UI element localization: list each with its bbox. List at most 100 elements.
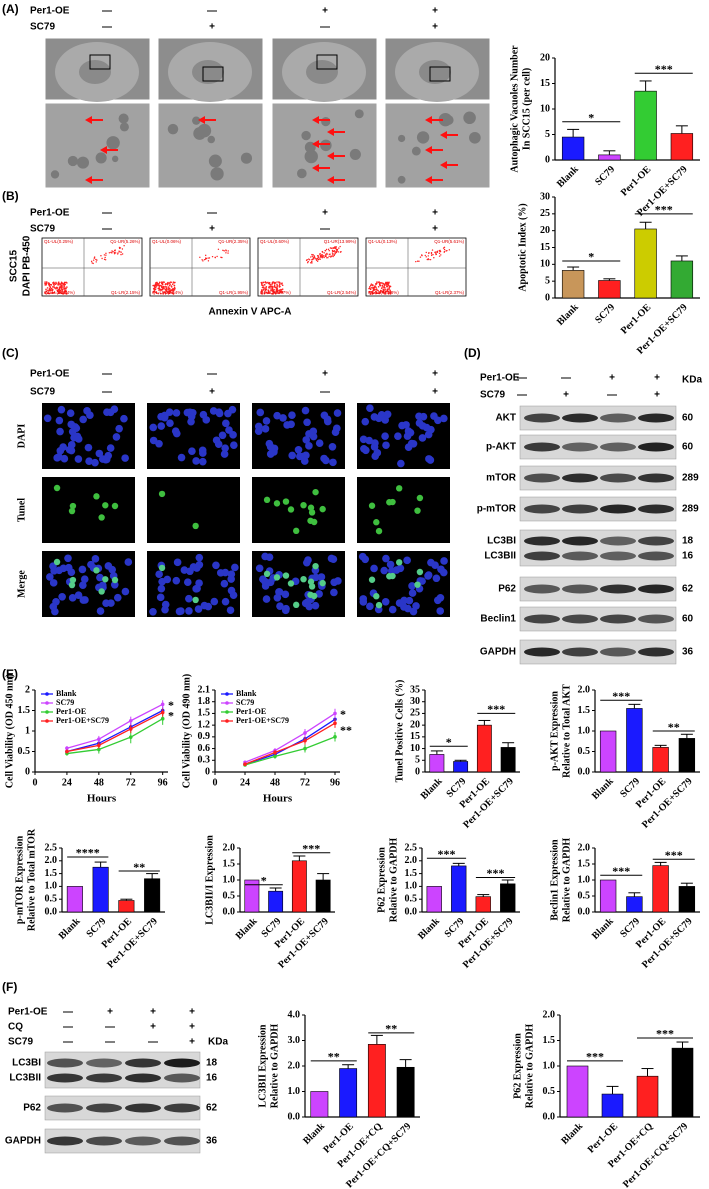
x-tick-label: Blank bbox=[590, 916, 616, 942]
nucleus-tunel bbox=[282, 572, 290, 579]
event-dot bbox=[321, 253, 323, 256]
y-tick-label: 1.2 bbox=[198, 719, 211, 730]
nucleus-dapi bbox=[51, 607, 59, 616]
point bbox=[128, 735, 133, 739]
y-axis-label: Cell Viability (OD 450 nm) bbox=[4, 674, 15, 788]
event-dot bbox=[388, 281, 390, 284]
y-tick-label: 1.5 bbox=[223, 858, 236, 869]
significance-label: ** bbox=[385, 1022, 397, 1036]
nucleus-tunel bbox=[307, 591, 314, 598]
event-dot bbox=[57, 282, 59, 285]
event-dot bbox=[330, 255, 333, 257]
unit-label: KDa bbox=[208, 1037, 228, 1048]
nucleus-tunel bbox=[102, 502, 109, 509]
blot-band bbox=[600, 614, 636, 624]
y-tick-label: 1.5 bbox=[578, 705, 591, 716]
nucleus-dapi bbox=[366, 404, 374, 412]
nucleus-dapi bbox=[320, 454, 328, 463]
event-dot bbox=[379, 282, 381, 285]
event-dot bbox=[384, 288, 386, 291]
nucleus-dapi bbox=[220, 450, 229, 458]
vacuole bbox=[463, 111, 476, 125]
event-dot bbox=[278, 289, 280, 292]
event-dot bbox=[116, 253, 119, 255]
vacuole bbox=[321, 116, 331, 127]
significance-label: **** bbox=[76, 846, 100, 860]
x-tick-label: Per1-OE bbox=[619, 164, 654, 199]
blot-band bbox=[638, 413, 674, 423]
nucleus-dapi bbox=[102, 599, 110, 607]
event-dot bbox=[96, 259, 98, 261]
nucleus bbox=[79, 60, 111, 84]
nucleus-dapi bbox=[328, 442, 337, 451]
event-dot bbox=[332, 247, 334, 249]
event-dot bbox=[166, 288, 168, 290]
event-dot bbox=[334, 251, 336, 253]
nucleus-dapi bbox=[195, 579, 203, 587]
event-dot bbox=[114, 252, 117, 254]
event-dot bbox=[114, 250, 116, 252]
nucleus-dapi bbox=[397, 459, 405, 468]
event-dot bbox=[333, 250, 336, 252]
significance-label: ** bbox=[328, 1050, 340, 1064]
nucleus-dapi bbox=[230, 441, 238, 449]
y-axis-label: Apoptotic Index (%) bbox=[517, 203, 528, 291]
y-tick-label: 1.5 bbox=[45, 868, 58, 879]
y-tick-label: 2.5 bbox=[45, 842, 58, 853]
x-tick-label: SC79 bbox=[593, 302, 617, 326]
event-dot bbox=[431, 249, 434, 251]
event-dot bbox=[166, 282, 169, 285]
arrow-head bbox=[327, 128, 334, 136]
event-dot bbox=[208, 257, 211, 259]
event-dot bbox=[267, 281, 269, 284]
event-dot bbox=[371, 286, 373, 289]
y-tick-label: 10 bbox=[540, 103, 550, 114]
nucleus-dapi bbox=[270, 444, 279, 453]
event-dot bbox=[264, 290, 266, 292]
nucleus-dapi bbox=[78, 565, 87, 574]
legend-label: SC79 bbox=[56, 698, 74, 707]
bar bbox=[451, 865, 467, 913]
series-line bbox=[66, 703, 163, 749]
nucleus-dapi bbox=[106, 408, 115, 417]
treatment-sign: + bbox=[150, 1007, 156, 1018]
nucleus-dapi bbox=[434, 416, 442, 425]
fluorescence-image bbox=[357, 477, 450, 543]
y-axis-label: Relative to GAPDH bbox=[524, 1024, 535, 1109]
legend-marker bbox=[225, 719, 229, 723]
event-dot bbox=[111, 250, 113, 252]
event-dot bbox=[317, 256, 320, 259]
blot-band bbox=[638, 442, 674, 452]
nucleus-dapi bbox=[418, 434, 427, 442]
treatment-label: Per1-OE bbox=[480, 373, 520, 384]
event-dot bbox=[369, 291, 371, 294]
event-dot bbox=[65, 289, 67, 292]
event-dot bbox=[158, 281, 161, 284]
nucleus-dapi bbox=[403, 556, 411, 565]
nucleus-dapi bbox=[158, 577, 166, 586]
y-tick-label: 15 bbox=[410, 731, 420, 742]
event-dot bbox=[281, 291, 284, 294]
y-axis-label: Relative to GAPDH bbox=[561, 838, 572, 923]
y-tick-label: 0.3 bbox=[198, 755, 211, 766]
point bbox=[273, 750, 277, 755]
event-dot bbox=[222, 249, 224, 252]
event-dot bbox=[57, 292, 60, 295]
arrow-head bbox=[85, 116, 92, 124]
nucleus-dapi bbox=[412, 602, 420, 610]
event-dot bbox=[157, 284, 160, 286]
treatment-label: SC79 bbox=[30, 387, 55, 398]
nucleus-dapi bbox=[209, 407, 218, 415]
nucleus-dapi bbox=[57, 405, 66, 414]
treatment-sign: — bbox=[102, 208, 112, 219]
treatment-label: CQ bbox=[8, 1022, 23, 1033]
treatment-sign: + bbox=[209, 224, 215, 235]
event-dot bbox=[265, 286, 267, 289]
event-dot bbox=[53, 287, 56, 289]
x-tick-label: 0 bbox=[213, 777, 218, 788]
nucleus-dapi bbox=[166, 419, 174, 427]
nucleus-dapi bbox=[288, 411, 296, 420]
nucleus-dapi bbox=[262, 595, 271, 603]
significance-label: * bbox=[168, 708, 174, 722]
y-tick-label: 0 bbox=[545, 154, 550, 165]
